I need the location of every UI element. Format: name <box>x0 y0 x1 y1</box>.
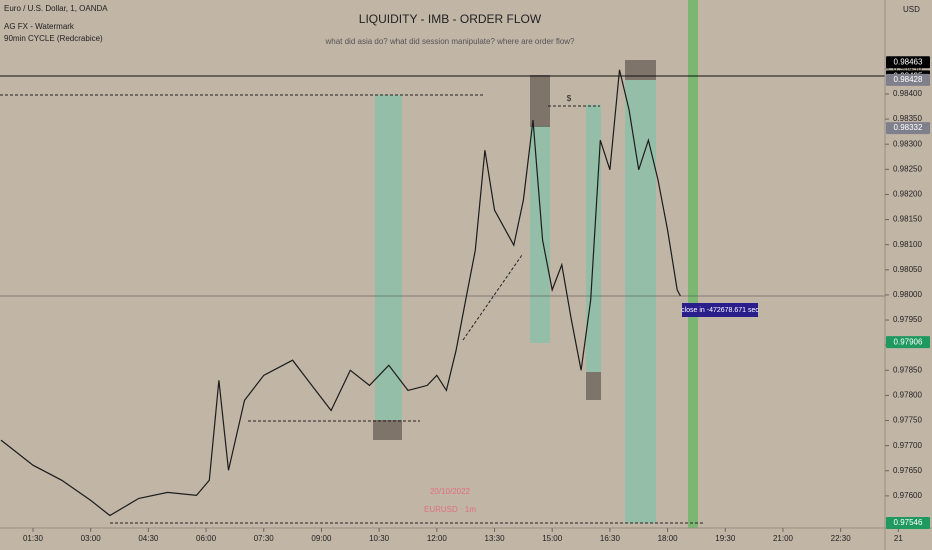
y-tick-label: 0.98350 <box>893 114 922 123</box>
price-tag-label: 0.97906 <box>894 337 923 346</box>
y-tick-label: 0.98300 <box>893 139 922 148</box>
liquidity-box <box>586 372 601 400</box>
price-tag <box>886 73 930 86</box>
y-tick-label: 0.97700 <box>893 441 922 450</box>
y-tick-label: 0.98400 <box>893 89 922 98</box>
imbalance-zone <box>586 105 601 372</box>
countdown-box <box>682 303 758 317</box>
y-tick-label: 0.98000 <box>893 290 922 299</box>
trend-line <box>462 254 523 341</box>
imbalance-zone <box>530 125 550 343</box>
y-tick-label: 0.97750 <box>893 416 922 425</box>
liquidity-box <box>373 420 402 440</box>
x-tick-label: 01:30 <box>23 534 44 543</box>
countdown: close in -472678.671 sec <box>681 307 759 314</box>
x-tick-label: 09:00 <box>311 534 332 543</box>
imbalance-zone <box>375 95 402 420</box>
price-tag <box>886 56 930 69</box>
y-tick-label: 0.97600 <box>893 491 922 500</box>
x-tick-label: 10:30 <box>369 534 390 543</box>
y-tick-label: 0.98200 <box>893 190 922 199</box>
x-tick-label: 18:00 <box>658 534 679 543</box>
indicator: 90min CYCLE (Redcrabice) <box>4 34 103 43</box>
y-tick-label: 0.97950 <box>893 315 922 324</box>
y-tick-label: 0.97650 <box>893 466 922 475</box>
cycle-band <box>688 0 698 528</box>
price-line <box>0 69 681 517</box>
y-tick-label: 0.97850 <box>893 365 922 374</box>
indicator: AG FX - Watermark <box>4 22 75 31</box>
chart-subtitle: what did asia do? what did session manip… <box>324 37 575 46</box>
liquidity-mark: $ <box>567 94 572 103</box>
price-tag-label: 0.97546 <box>894 518 923 527</box>
x-tick-label: 16:30 <box>600 534 621 543</box>
price-tag-label: 0.98428 <box>894 75 923 84</box>
y-tick-label: 0.98050 <box>893 265 922 274</box>
x-tick-label: 13:30 <box>485 534 506 543</box>
x-tick-label: 07:30 <box>254 534 275 543</box>
y-tick-label: 0.98450 <box>893 64 922 73</box>
price-tag-label: 0.98332 <box>894 123 923 132</box>
imbalance-zone <box>625 80 656 523</box>
liquidity-box <box>625 60 656 80</box>
price-tag <box>886 122 930 135</box>
x-tick-label: 22:30 <box>831 534 852 543</box>
zones <box>373 0 698 528</box>
y-tick-label: 0.98100 <box>893 240 922 249</box>
watermark: EURUSD · 1m <box>424 505 476 514</box>
chart-title: LIQUIDITY - IMB - ORDER FLOW <box>359 12 542 26</box>
x-tick-label: 15:00 <box>542 534 563 543</box>
currency: USD <box>903 5 920 14</box>
x-tick-label: 21 <box>894 534 903 543</box>
x-tick-label: 03:00 <box>81 534 102 543</box>
symbol: Euro / U.S. Dollar, 1, OANDA <box>4 4 108 13</box>
price-tag <box>886 517 930 530</box>
y-tick-label: 0.98250 <box>893 164 922 173</box>
x-tick-label: 21:00 <box>773 534 794 543</box>
x-tick-label: 19:30 <box>715 534 736 543</box>
price-tag-label: 0.98463 <box>894 57 923 66</box>
price-tag <box>886 336 930 349</box>
x-tick-label: 12:00 <box>427 534 448 543</box>
x-tick-label: 04:30 <box>138 534 159 543</box>
liquidity-box <box>530 75 550 127</box>
x-tick-label: 06:00 <box>196 534 217 543</box>
y-tick-label: 0.97800 <box>893 391 922 400</box>
y-tick-label: 0.98150 <box>893 215 922 224</box>
watermark: 20/10/2022 <box>430 487 471 496</box>
